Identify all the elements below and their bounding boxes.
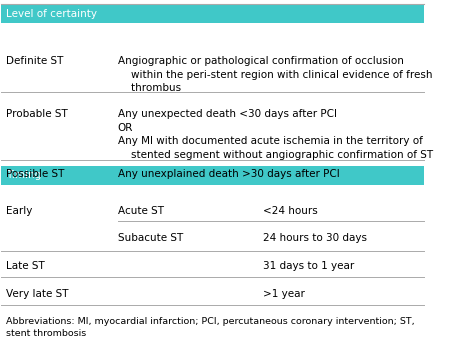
- Text: Possible ST: Possible ST: [7, 169, 65, 179]
- Text: Subacute ST: Subacute ST: [118, 233, 183, 243]
- Text: Abbreviations: MI, myocardial infarction; PCI, percutaneous coronary interventio: Abbreviations: MI, myocardial infarction…: [7, 317, 415, 338]
- Text: Early: Early: [7, 206, 33, 216]
- Text: Definite ST: Definite ST: [7, 56, 64, 66]
- Text: Very late ST: Very late ST: [7, 289, 69, 299]
- Text: Acute ST: Acute ST: [118, 206, 164, 216]
- Text: Any unexpected death <30 days after PCI
OR
Any MI with documented acute ischemia: Any unexpected death <30 days after PCI …: [118, 109, 433, 160]
- Text: Level of certainty: Level of certainty: [7, 9, 98, 19]
- Text: Probable ST: Probable ST: [7, 109, 68, 119]
- Text: Timing: Timing: [7, 170, 42, 180]
- Text: Angiographic or pathological confirmation of occlusion
    within the peri-stent: Angiographic or pathological confirmatio…: [118, 56, 432, 93]
- FancyBboxPatch shape: [1, 166, 424, 185]
- Text: 24 hours to 30 days: 24 hours to 30 days: [263, 233, 367, 243]
- Text: Late ST: Late ST: [7, 261, 45, 271]
- Text: Any unexplained death >30 days after PCI: Any unexplained death >30 days after PCI: [118, 169, 339, 179]
- Text: <24 hours: <24 hours: [263, 206, 318, 216]
- Text: >1 year: >1 year: [263, 289, 305, 299]
- Text: 31 days to 1 year: 31 days to 1 year: [263, 261, 355, 271]
- FancyBboxPatch shape: [1, 4, 424, 23]
